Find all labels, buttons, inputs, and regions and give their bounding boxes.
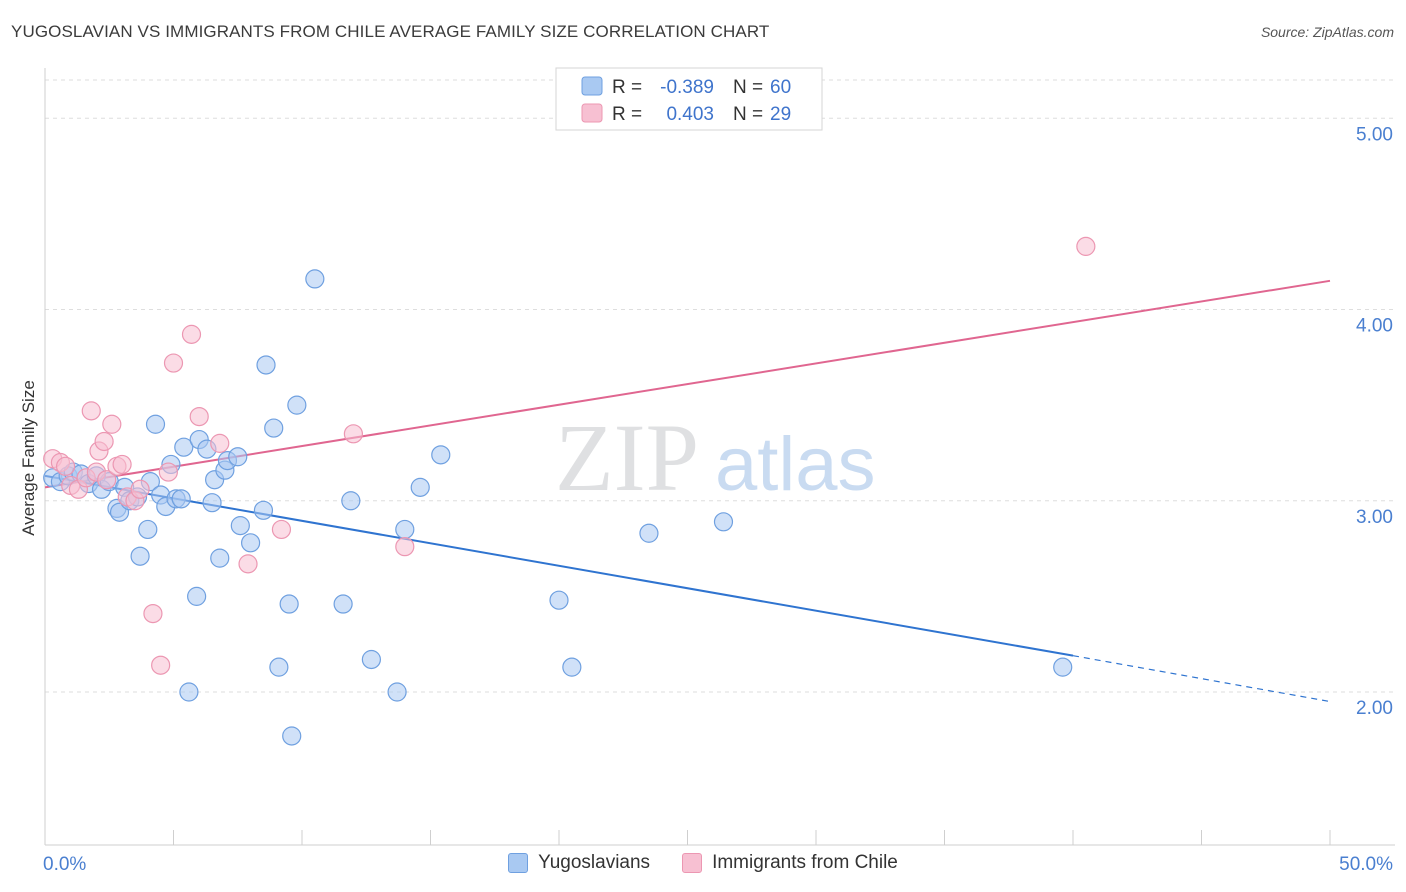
yugoslavian-point [282,726,302,746]
grid-layer [45,79,1395,693]
bottom-legend-label-chile: Immigrants from Chile [712,852,898,873]
y-tick-label: 3.00 [1356,507,1393,528]
chile-point [210,433,230,453]
yugoslavian-point [130,546,150,566]
yugoslavian-point [1053,657,1073,677]
yugoslavian-point [287,395,307,415]
chile-point [271,519,292,540]
yugoslavian-point [264,418,284,438]
chile-point [163,353,184,373]
yugoslavian-point [202,493,222,513]
chile-point [181,324,202,344]
chart-title: YUGOSLAVIAN VS IMMIGRANTS FROM CHILE AVE… [11,22,770,41]
yugoslavian-point [562,657,582,677]
trend-line-chile [44,279,1331,489]
yugoslavian-point [241,533,261,553]
chile-point [395,537,415,557]
chile-point [102,414,122,434]
yugoslavian-point [279,594,299,614]
y-axis-title: Average Family Size [19,380,38,536]
yugoslavian-point [431,445,451,465]
chile-point [238,554,258,574]
source-credit: Source: ZipAtlas.com [1260,24,1394,40]
x-tick-label: 50.0% [1339,854,1393,875]
points-layer [43,236,1096,746]
yugoslavian-point [138,519,158,540]
y-tick-label: 4.00 [1356,316,1393,337]
trend-line-extension [1072,655,1331,703]
yugoslavian-point [639,523,659,543]
legend-r-value-1: -0.389 [660,77,714,98]
bottom-legend-swatch-chile [682,853,703,873]
yugoslavian-point [145,414,166,434]
legend-r-label-2: R = [612,104,642,125]
yugoslavian-point [230,516,250,536]
yugoslavian-point [333,594,353,614]
y-tick-label: 5.00 [1356,124,1393,145]
yugoslavian-point [361,649,381,670]
chile-point [55,456,76,476]
legend-swatch-chile [581,103,603,123]
yugoslavian-point [171,489,191,509]
chile-point [97,470,117,490]
yugoslavian-point [174,437,194,457]
yugoslavian-point [253,500,274,520]
chile-point [343,424,363,444]
top-legend: R = -0.389 N = 60 R = 0.403 N = 29 [555,67,823,131]
bottom-legend-item-chile: Immigrants from Chile [682,852,898,874]
chile-point [1076,236,1096,256]
yugoslavian-point [395,519,415,540]
bottom-legend-swatch-yugoslavians [508,853,529,873]
chile-point [94,431,114,452]
chile-point [143,603,163,624]
chile-point [151,655,171,675]
yugoslavian-point [410,477,430,497]
legend-n-value-2: 29 [770,104,791,125]
legend-r-label-1: R = [612,77,642,98]
yugoslavian-point [305,269,325,289]
yugoslavian-point [187,586,207,606]
chile-point [112,454,132,475]
chile-point [189,407,209,427]
yugoslavian-point [713,512,734,532]
yugoslavian-point [179,682,199,702]
yugoslavian-point [387,682,407,702]
yugoslavian-point [549,590,569,610]
y-tick-label: 2.00 [1356,698,1393,719]
chile-point [81,401,101,421]
legend-n-label-2: N = [733,104,763,125]
chile-point [130,479,150,499]
x-tick-label: 0.0% [43,854,86,875]
legend-r-value-2: 0.403 [666,104,714,125]
yugoslavian-point [210,548,230,568]
yugoslavian-point [341,491,361,511]
bottom-legend-item-yugoslavians: Yugoslavians [508,852,650,874]
legend-n-label-1: N = [733,77,763,98]
watermark-zip: ZIP [555,404,699,511]
yugoslavian-point [228,447,248,467]
legend-swatch-yugoslavians [581,76,603,96]
yugoslavian-point [269,657,289,677]
bottom-legend: Yugoslavians Immigrants from Chile [0,852,1406,874]
yugoslavian-point [256,355,276,375]
chile-point [158,462,178,482]
watermark-atlas: atlas [715,422,876,507]
legend-n-value-1: 60 [770,77,791,98]
bottom-legend-label-yugoslavians: Yugoslavians [538,852,651,873]
